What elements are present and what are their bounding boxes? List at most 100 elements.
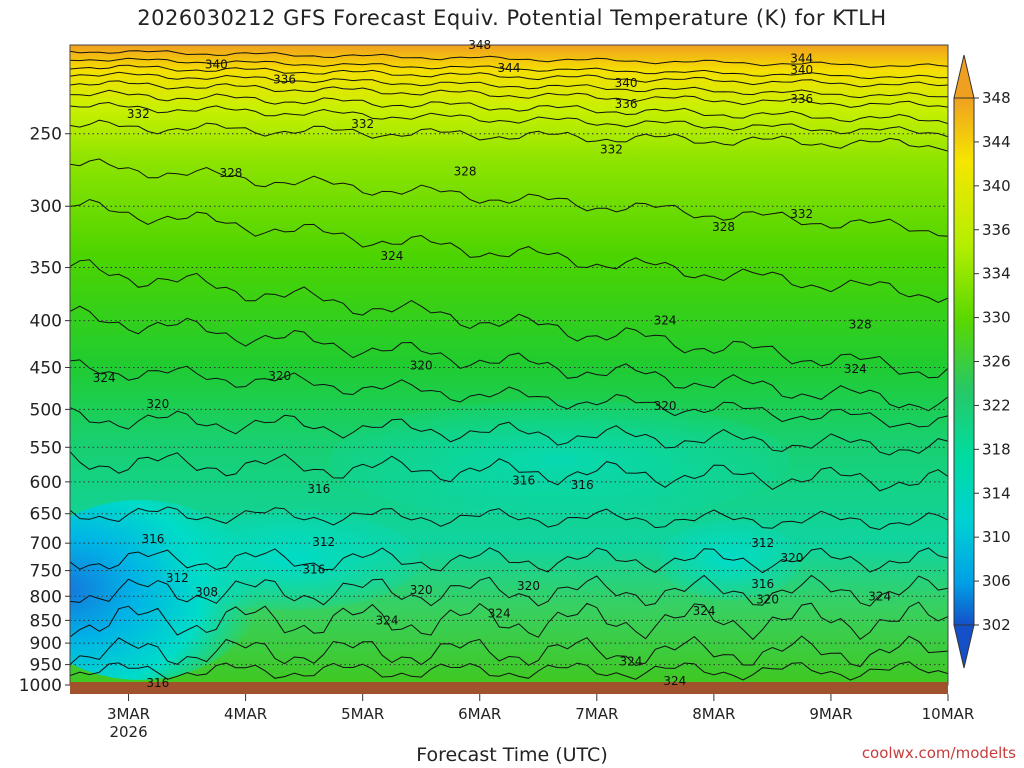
contour-line-4 [70,80,948,108]
contour-label-29: 312 [312,535,335,549]
contour-label-14: 332 [790,207,813,221]
y-tick-label-1000: 1000 [19,676,62,696]
colorbar-top-arrow [953,54,975,99]
contour-line-17 [70,574,948,607]
contour-label-11: 328 [220,166,243,180]
x-axis-title: Forecast Time (UTC) [416,744,608,766]
contour-label-32: 316 [302,563,325,577]
contour-line-12 [70,359,948,428]
colorbar-label-2: 340 [982,177,1011,195]
contour-line-18 [70,601,948,641]
colorbar-label-5: 330 [982,309,1011,327]
contour-label-24: 320 [654,399,677,413]
contour-lines [70,50,948,681]
colorbar-body [953,97,975,626]
x-axis-ticks: 3MAR 4MAR 5MAR 6MAR 7MAR 8MAR 9MAR 10MAR 2026 [107,694,974,741]
contour-line-1 [70,57,948,80]
contour-line-2 [70,64,948,88]
contour-label-38: 320 [756,593,779,607]
contour-label-6: 344 [790,52,813,66]
y-tick-label-400: 400 [30,312,62,332]
x-tick-label-2: 5MAR [341,705,384,723]
colorbar-label-12: 302 [982,616,1011,634]
x-tick-label-6: 9MAR [809,705,852,723]
contour-line-15 [70,506,948,531]
contour-line-3 [70,71,948,99]
contour-line-19 [70,635,948,668]
contour-label-36: 320 [780,551,803,565]
contour-label-17: 324 [654,314,677,328]
y-tick-label-600: 600 [30,473,62,493]
contour-label-40: 324 [488,606,511,620]
contour-label-13: 332 [600,142,623,156]
contour-label-19: 324 [844,362,867,376]
y-tick-label-450: 450 [30,358,62,378]
contour-line-9 [70,198,948,303]
colorbar-label-6: 326 [982,353,1011,371]
contour-label-26: 316 [512,474,535,488]
contour-line-7 [70,119,948,152]
colorbar-label-10: 310 [982,528,1011,546]
y-tick-label-550: 550 [30,438,62,458]
x-tick-label-7: 10MAR [922,705,975,723]
colorbar-label-11: 306 [982,572,1011,590]
colorbar-bottom-arrow [953,624,975,669]
colorbar-label-9: 314 [982,484,1011,502]
contour-line-6 [70,101,948,138]
contour-label-9: 332 [127,107,150,121]
contour-line-16 [70,547,948,574]
contour-label-7: 340 [790,63,813,77]
y-axis-ticks: 250 300 350 400 450 500 550 600 650 700 750 800 850 9… [19,125,70,696]
contour-label-8: 336 [790,92,813,106]
contour-label-21: 320 [146,397,169,411]
contour-label-5: 336 [615,97,638,111]
chart-title: 2026030212 GFS Forecast Equiv. Potential… [137,6,887,30]
contour-line-5 [70,89,948,125]
y-tick-label-950: 950 [30,656,62,676]
contour-label-2: 336 [273,72,296,86]
contour-label-35: 312 [751,536,774,550]
contour-label-4: 340 [615,76,638,90]
contour-line-10 [70,259,948,379]
contour-label-10: 332 [351,117,374,131]
contour-label-37: 316 [751,577,774,591]
y-tick-label-250: 250 [30,125,62,145]
y-tick-label-750: 750 [30,562,62,582]
y-tick-label-650: 650 [30,505,62,525]
colorbar-labels: 348 344 340 336 334 330 326 322 318 314 310 306 302 [974,89,1011,634]
contour-label-18: 328 [849,318,872,332]
colorbar-label-7: 322 [982,396,1011,414]
contour-label-25: 316 [307,482,330,496]
colorbar: 348 344 340 336 334 330 326 322 318 314 310 306 302 [953,54,1011,669]
contour-line-11 [70,305,948,412]
contour-label-43: 324 [619,655,642,669]
credit-link[interactable]: coolwx.com/modelts [861,744,1016,762]
contour-label-30: 312 [166,571,189,585]
contour-line-13 [70,407,948,456]
x-tick-label-5: 8MAR [692,705,735,723]
contour-line-14 [70,451,948,492]
contour-label-31: 308 [195,585,218,599]
contour-label-1: 340 [205,57,228,71]
contour-label-12: 328 [454,165,477,179]
y-tick-label-350: 350 [30,259,62,279]
ground-strip [70,682,948,694]
contour-label-42: 324 [868,589,891,603]
contour-label-0: 348 [468,38,491,52]
contour-label-27: 316 [571,478,594,492]
colorbar-label-0: 348 [982,89,1011,107]
contour-label-44: 324 [663,674,686,688]
contour-label-41: 324 [693,604,716,618]
colorbar-label-3: 336 [982,221,1011,239]
contour-label-20: 324 [93,371,116,385]
contour-line-20 [70,661,948,681]
colorbar-label-8: 318 [982,440,1011,458]
contour-label-28: 316 [141,532,164,546]
contour-line-0 [70,50,948,68]
y-tick-label-300: 300 [30,197,62,217]
colorbar-label-4: 334 [982,265,1011,283]
contour-label-16: 324 [380,249,403,263]
contour-label-15: 328 [712,220,735,234]
